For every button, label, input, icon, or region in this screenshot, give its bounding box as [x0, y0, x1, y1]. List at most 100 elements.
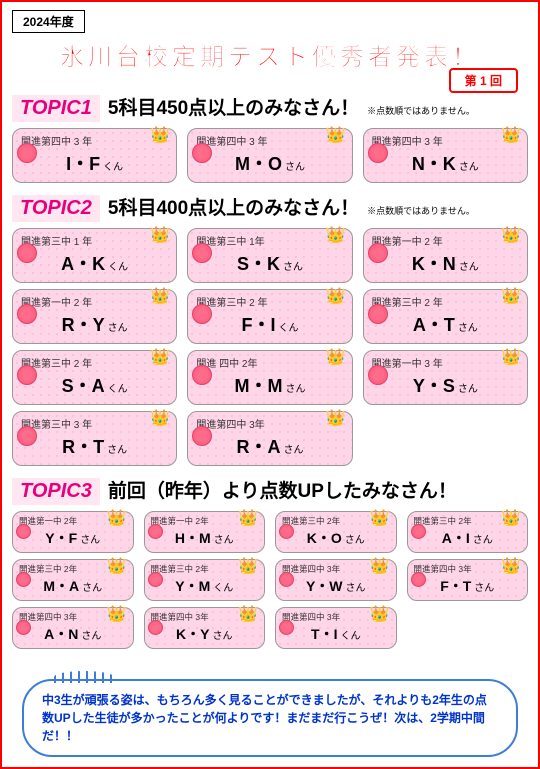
crown-icon: 👑 — [326, 125, 346, 145]
crown-icon: 👑 — [150, 225, 170, 245]
footer-bubble: 中3生が頑張る姿は、もちろん多く見ることができましたが、それよりも2年生の点数U… — [22, 679, 518, 757]
student-card: 👑開進第三中 2年M・Aさん — [12, 559, 134, 601]
card-name: F・Iくん — [196, 311, 343, 337]
card-school: 開進第三中 2 年 — [21, 355, 168, 370]
crown-icon: 👑 — [326, 286, 346, 306]
seal-icon — [16, 524, 31, 539]
crown-icon: 👑 — [150, 408, 170, 428]
student-card: 👑開進第四中 3 年N・Kさん — [363, 128, 528, 183]
card-name: R・Tさん — [21, 433, 168, 459]
topic2-text: 5科目400点以上のみなさん！ — [108, 193, 359, 220]
card-school: 開進第四中 3年 — [196, 416, 343, 431]
seal-icon — [148, 572, 163, 587]
seal-icon — [17, 426, 37, 446]
card-suffix: くん — [108, 262, 128, 273]
student-card: 👑開進第三中 1 年 A・Kくん — [12, 228, 177, 283]
topic2-label: TOPIC2 — [12, 195, 100, 222]
card-suffix: さん — [283, 445, 303, 456]
topic3-text: 前回（昨年）より点数UPしたみなさん！ — [108, 476, 457, 503]
crown-icon: 👑 — [150, 125, 170, 145]
crown-icon: 👑 — [107, 556, 127, 576]
seal-icon — [279, 572, 294, 587]
student-card: 👑開進第一中 2 年R・Yさん — [12, 289, 177, 344]
card-name: A・Iさん — [414, 528, 522, 548]
student-card: 👑開進第四中 3年Y・Wさん — [275, 559, 397, 601]
card-suffix: さん — [80, 535, 100, 546]
card-suffix: くん — [103, 162, 123, 173]
card-suffix: さん — [459, 262, 479, 273]
card-suffix: さん — [459, 162, 479, 173]
card-suffix: さん — [346, 583, 366, 594]
card-name: S・Kさん — [196, 250, 343, 276]
card-name: A・Tさん — [372, 311, 519, 337]
student-card: 👑開進 四中 2年M・Mさん — [187, 350, 352, 405]
card-name: M・Aさん — [19, 576, 127, 596]
student-card: 👑開進第一中 2 年K・Nさん — [363, 228, 528, 283]
card-name: Y・Mくん — [151, 576, 259, 596]
card-suffix: さん — [212, 631, 232, 642]
card-school: 開進第一中 2 年 — [372, 233, 519, 248]
card-school: 開進第四中 3 年 — [21, 133, 168, 148]
card-suffix: さん — [473, 535, 493, 546]
card-name: S・Aくん — [21, 372, 168, 398]
card-suffix: さん — [458, 384, 478, 395]
crown-icon: 👑 — [107, 508, 127, 528]
student-card: 👑開進第四中 3年F・Tさん — [407, 559, 529, 601]
topic1-text: 5科目450点以上のみなさん！ — [108, 93, 359, 120]
topic1-header: TOPIC1 5科目450点以上のみなさん！ ※点数順ではありません。 — [12, 93, 528, 122]
student-card: 👑開進第三中 2年Y・Mくん — [144, 559, 266, 601]
topic1-cards: 👑開進第四中 3 年I・Fくん👑開進第四中 3 年M・Oさん👑開進第四中 3 年… — [12, 128, 528, 183]
card-suffix: さん — [107, 445, 127, 456]
student-card: 👑開進第三中 2 年A・Tさん — [363, 289, 528, 344]
card-school: 開進第一中 3 年 — [372, 355, 519, 370]
seal-icon — [411, 524, 426, 539]
card-name: R・Aさん — [196, 433, 343, 459]
card-school: 開進第三中 2 年 — [196, 294, 343, 309]
card-name: M・Oさん — [196, 150, 343, 176]
topic1-note: ※点数順ではありません。 — [367, 104, 475, 117]
seal-icon — [148, 620, 163, 635]
crown-icon: 👑 — [501, 508, 521, 528]
card-name: I・Fくん — [21, 150, 168, 176]
topic3-header: TOPIC3 前回（昨年）より点数UPしたみなさん！ — [12, 476, 528, 505]
topic2-cards: 👑開進第三中 1 年A・Kくん👑開進第三中 1年S・Kさん👑開進第一中 2 年K… — [12, 228, 528, 466]
seal-icon — [368, 304, 388, 324]
crown-icon: 👑 — [501, 286, 521, 306]
crown-icon: 👑 — [370, 556, 390, 576]
card-name: F・Tさん — [414, 576, 522, 596]
seal-icon — [279, 524, 294, 539]
card-school: 開進第四中 3 年 — [372, 133, 519, 148]
crown-icon: 👑 — [501, 556, 521, 576]
card-suffix: さん — [283, 262, 303, 273]
card-name: Y・Fさん — [19, 528, 127, 548]
card-school: 開進第四中 3 年 — [196, 133, 343, 148]
card-name: A・Kくん — [21, 250, 168, 276]
card-suffix: さん — [81, 631, 101, 642]
crown-icon: 👑 — [326, 408, 346, 428]
card-name: K・Nさん — [372, 250, 519, 276]
card-school: 開進 四中 2年 — [196, 355, 343, 370]
student-card: 👑開進第三中 2年K・Oさん — [275, 511, 397, 553]
student-card: 👑開進第三中 3 年R・Tさん — [12, 411, 177, 466]
crown-icon: 👑 — [107, 604, 127, 624]
card-name: T・Iくん — [282, 624, 390, 644]
year-badge: 2024年度 — [12, 10, 85, 33]
card-suffix: さん — [458, 323, 478, 334]
card-school: 開進第三中 1年 — [196, 233, 343, 248]
seal-icon — [16, 620, 31, 635]
card-school: 開進第三中 1 年 — [21, 233, 168, 248]
seal-icon — [17, 143, 37, 163]
student-card: 👑開進第一中 2年Y・Fさん — [12, 511, 134, 553]
student-card: 👑開進第三中 2 年S・Aくん — [12, 350, 177, 405]
seal-icon — [17, 304, 37, 324]
crown-icon: 👑 — [370, 604, 390, 624]
student-card: 👑開進第三中 1年S・Kさん — [187, 228, 352, 283]
seal-icon — [17, 243, 37, 263]
seal-icon — [279, 620, 294, 635]
card-suffix: くん — [213, 583, 233, 594]
card-name: Y・Sさん — [372, 372, 519, 398]
footer-bubble-wrap: 中3生が頑張る姿は、もちろん多く見ることができましたが、それよりも2年生の点数U… — [22, 679, 518, 757]
seal-icon — [17, 365, 37, 385]
card-suffix: さん — [82, 583, 102, 594]
crown-icon: 👑 — [501, 347, 521, 367]
